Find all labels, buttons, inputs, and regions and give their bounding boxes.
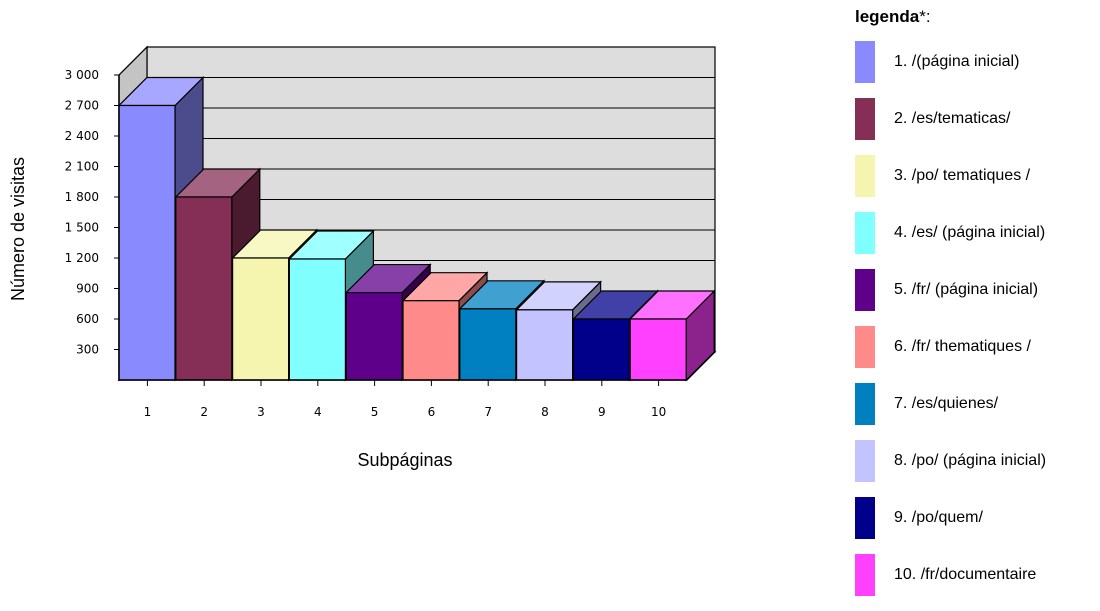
y-tick-labels: 300 600 900 1 200 1 500 1 800 2 100 2 400 2 700 3…: [65, 68, 99, 357]
y-tick-label: 300: [76, 343, 99, 357]
x-tick-label: 4: [314, 405, 322, 419]
legend-title-suffix: *:: [919, 7, 931, 26]
legend-title-text: legenda: [855, 7, 920, 26]
y-axis-title: Número de visitas: [8, 157, 28, 301]
legend-item: 3. /po/ tematiques /: [855, 155, 1100, 197]
legend-swatch: [855, 212, 875, 254]
legend-label: 3. /po/ tematiques /: [894, 167, 1031, 184]
bar-chart-3d: 300 600 900 1 200 1 500 1 800 2 100 2 400 2 700 3…: [8, 45, 717, 470]
legend: legenda*: 1. /(página inicial) 2. /es/tem…: [855, 6, 1100, 611]
bar-front: [345, 291, 403, 381]
y-tick-label: 1 200: [65, 251, 99, 265]
bar-front: [459, 308, 517, 381]
legend-label: 7. /es/quienes/: [894, 395, 999, 412]
legend-item: 1. /(página inicial): [855, 41, 1100, 83]
legend-swatch: [855, 440, 875, 482]
y-tick-label: 2 100: [65, 160, 99, 174]
x-tick-label: 2: [200, 405, 208, 419]
legend-swatch: [855, 269, 875, 311]
legend-item: 10. /fr/documentaire: [855, 554, 1100, 596]
x-tick-label: 6: [428, 405, 436, 419]
legend-label: 6. /fr/ thematiques /: [894, 338, 1031, 355]
y-tick-label: 2 400: [65, 129, 99, 143]
legend-swatch: [855, 497, 875, 539]
legend-label: 5. /fr/ (página inicial): [894, 281, 1039, 298]
legend-label: 1. /(página inicial): [894, 53, 1020, 70]
bars: [117, 76, 716, 382]
legend-label: 9. /po/quem/: [894, 509, 983, 526]
x-tick-label: 1: [144, 405, 152, 419]
legend-item: 9. /po/quem/: [855, 497, 1100, 539]
legend-item: 8. /po/ (página inicial): [855, 440, 1100, 482]
axes: [114, 74, 687, 386]
legend-swatch: [855, 98, 875, 140]
y-tick-label: 1 800: [65, 190, 99, 204]
x-tick-label: 8: [541, 405, 549, 419]
bar-front: [572, 318, 631, 381]
x-tick-label: 5: [371, 405, 379, 419]
y-tick-label: 1 500: [65, 221, 99, 235]
x-tick-labels: 1 2 3 4 5 6 7 8 9 10: [144, 405, 667, 419]
x-tick-label: 3: [257, 405, 265, 419]
legend-item: 6. /fr/ thematiques /: [855, 326, 1100, 368]
bar-front: [629, 318, 687, 381]
legend-label: 4. /es/ (página inicial): [894, 224, 1046, 241]
x-tick-label: 7: [484, 405, 492, 419]
legend-swatch: [855, 554, 875, 596]
legend-swatch: [855, 326, 875, 368]
legend-title: legenda*:: [855, 6, 1100, 28]
x-tick-label: 9: [598, 405, 606, 419]
bar-front: [232, 257, 290, 381]
bar-front: [515, 309, 574, 381]
bar-front: [288, 258, 346, 381]
y-tick-label: 3 000: [65, 68, 99, 82]
legend-swatch: [855, 41, 875, 83]
legend-item: 5. /fr/ (página inicial): [855, 269, 1100, 311]
legend-items: 1. /(página inicial) 2. /es/tematicas/3. …: [855, 41, 1100, 596]
legend-swatch: [855, 383, 875, 425]
bar-front: [402, 300, 460, 381]
bar-front: [118, 104, 176, 381]
y-tick-label: 900: [76, 282, 99, 296]
bar-10: [628, 289, 716, 382]
y-tick-label: 600: [76, 312, 99, 326]
bar-front: [175, 196, 233, 381]
y-tick-label: 2 700: [65, 99, 99, 113]
legend-label: 8. /po/ (página inicial): [894, 452, 1047, 469]
legend-item: 4. /es/ (página inicial): [855, 212, 1100, 254]
legend-item: 2. /es/tematicas/: [855, 98, 1100, 140]
legend-label: 10. /fr/documentaire: [894, 566, 1037, 583]
x-tick-label: 10: [651, 405, 666, 419]
legend-item: 7. /es/quienes/: [855, 383, 1100, 425]
legend-label: 2. /es/tematicas/: [894, 110, 1011, 127]
grid-line: [118, 46, 715, 76]
legend-swatch: [855, 155, 875, 197]
x-axis-title: Subpáginas: [357, 450, 452, 470]
